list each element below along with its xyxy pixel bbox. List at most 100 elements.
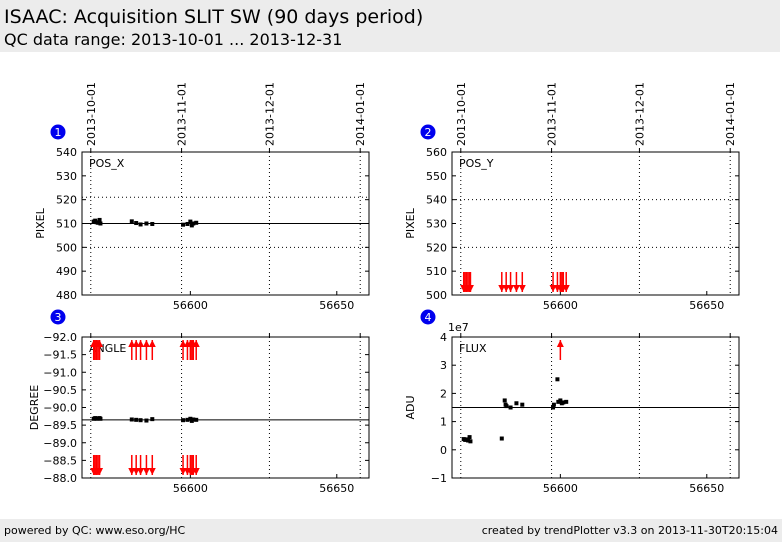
data-point <box>138 222 143 227</box>
outlier-arrow-down <box>148 468 156 475</box>
date-tick-label: 2014-01-01 <box>354 82 367 146</box>
panel-number-label: 2 <box>425 126 432 139</box>
data-point <box>468 439 473 444</box>
date-tick-label: 2014-01-01 <box>724 82 737 146</box>
data-point <box>558 398 563 403</box>
y-axis-label: ADU <box>404 395 417 419</box>
data-point <box>134 221 139 226</box>
y-tick-label: 560 <box>426 146 447 159</box>
y-tick-label: −88.0 <box>43 472 77 485</box>
outlier-arrow-up <box>132 340 140 347</box>
outlier-arrow-down <box>96 468 104 475</box>
date-tick-label: 2013-12-01 <box>633 82 646 146</box>
panel-number-label: 1 <box>55 126 62 139</box>
y-axis-label: DEGREE <box>28 385 41 431</box>
y-tick-label: 510 <box>56 218 77 231</box>
x-tick-label: 56650 <box>319 482 354 495</box>
outlier-arrow-down <box>128 468 136 475</box>
chart-panel-3: 3 −88.0 −88.5 −89.0 −89.5 −90.0 −90.5 −91.0 −91.… <box>28 309 370 495</box>
outlier-arrow-down <box>132 468 140 475</box>
y-tick-label: 530 <box>426 218 447 231</box>
data-point <box>191 221 196 226</box>
y-tick-label: 530 <box>56 170 77 183</box>
y-multiplier-label: 1e7 <box>448 321 469 334</box>
outlier-arrow-up <box>96 340 104 347</box>
data-point <box>185 221 190 226</box>
outlier-arrow-up <box>556 340 564 347</box>
panel-number-badge <box>50 124 66 140</box>
outlier-arrow-down <box>179 468 187 475</box>
date-tick-label: 2013-10-01 <box>85 82 98 146</box>
plot-frame <box>81 336 370 479</box>
data-point <box>134 417 139 422</box>
date-tick-label: 2013-11-01 <box>176 82 189 146</box>
y-tick-label: −89.0 <box>43 437 77 450</box>
data-point <box>185 417 190 422</box>
data-point <box>556 399 561 404</box>
y-tick-label: 3 <box>440 359 447 372</box>
data-point <box>144 221 149 226</box>
y-tick-label: 490 <box>56 265 77 278</box>
y-tick-label: −91.5 <box>43 349 77 362</box>
data-point <box>467 435 472 440</box>
data-point <box>129 219 134 224</box>
y-tick-label: 4 <box>440 331 447 344</box>
data-point <box>555 377 560 382</box>
data-point <box>561 400 566 405</box>
x-tick-label: 56600 <box>173 299 208 312</box>
data-point <box>499 436 504 441</box>
outlier-arrow-up <box>148 340 156 347</box>
y-tick-label: −1 <box>431 472 447 485</box>
panel-number-badge <box>420 124 436 140</box>
panel-number-label: 4 <box>425 311 432 324</box>
outlier-arrow-down <box>512 285 520 292</box>
outlier-arrow-up <box>179 340 187 347</box>
y-tick-label: 500 <box>56 241 77 254</box>
data-point <box>150 417 155 422</box>
outlier-arrow-up <box>192 340 200 347</box>
y-tick-label: −90.0 <box>43 402 77 415</box>
date-tick-label: 2013-12-01 <box>263 82 276 146</box>
data-point <box>150 221 155 226</box>
data-point <box>97 217 102 222</box>
data-point <box>181 222 186 227</box>
data-point <box>551 402 556 407</box>
plot-frame <box>451 151 740 296</box>
data-point <box>188 416 193 421</box>
outlier-arrow-down <box>498 285 506 292</box>
y-tick-label: 540 <box>56 146 77 159</box>
data-point <box>194 220 199 225</box>
outlier-arrow-down <box>562 285 570 292</box>
x-tick-label: 56600 <box>173 482 208 495</box>
outlier-arrow-down <box>518 285 526 292</box>
data-point <box>188 219 193 224</box>
x-tick-label: 56650 <box>689 299 724 312</box>
title-bar: ISAAC: Acquisition SLIT SW (90 days peri… <box>0 0 780 52</box>
data-point <box>502 398 507 403</box>
page-title: ISAAC: Acquisition SLIT SW (90 days peri… <box>4 6 424 28</box>
outlier-arrow-down <box>502 285 510 292</box>
date-tick-label: 2013-10-01 <box>455 82 468 146</box>
y-axis-label: PIXEL <box>404 207 417 238</box>
y-tick-label: −88.5 <box>43 454 77 467</box>
data-point <box>504 404 509 409</box>
data-point <box>138 418 143 423</box>
data-point <box>181 418 186 423</box>
data-point <box>144 418 149 423</box>
y-tick-label: 0 <box>440 444 447 457</box>
chart-panel-4: 4 −1 0 1 2 3 4 56600 56650 ADU FLUX 1e7 <box>404 309 740 495</box>
parameter-label: FLUX <box>459 342 487 355</box>
y-axis-label: PIXEL <box>34 207 47 238</box>
data-point <box>564 399 569 404</box>
y-tick-label: 480 <box>56 289 77 302</box>
outlier-arrow-down <box>142 468 150 475</box>
y-tick-label: 500 <box>426 289 447 302</box>
parameter-label: POS_Y <box>459 157 494 170</box>
y-tick-label: −89.5 <box>43 419 77 432</box>
chart-panel-2: 2 2013-10-01 2013-11-01 2013-12-01 2014-01-0… <box>404 82 740 312</box>
outlier-arrow-down <box>507 285 515 292</box>
y-tick-label: −92.0 <box>43 331 77 344</box>
data-point <box>520 402 525 407</box>
outlier-arrow-down <box>549 285 557 292</box>
y-tick-label: 1 <box>440 416 447 429</box>
